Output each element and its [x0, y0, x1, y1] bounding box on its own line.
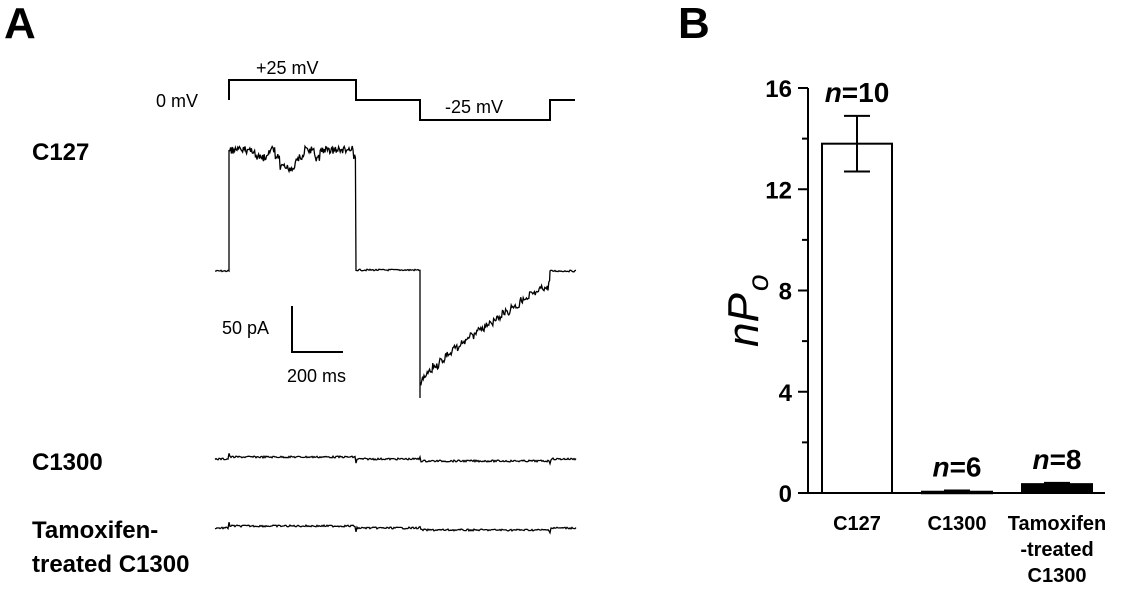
protocol-hold-label: 0 mV — [156, 91, 198, 111]
x-category-labels: C127 C1300 Tamoxifen -treated C1300 — [833, 513, 1106, 587]
x-category-label-3-line2: -treated — [1020, 539, 1093, 561]
scale-bar-lines — [291, 306, 343, 353]
y-axis-label: nP o — [719, 274, 775, 347]
y-tick-label: 16 — [765, 76, 792, 103]
scale-bar-current-label: 50 pA — [222, 318, 269, 338]
trace-label-tamoxifen-line1: Tamoxifen- — [32, 517, 158, 544]
n-label-3: n=8 — [1032, 444, 1081, 475]
panel-b-letter: B — [678, 0, 710, 48]
x-category-label-2-line1: C1300 — [928, 513, 987, 535]
y-tick-label: 8 — [779, 279, 792, 306]
trace-label-c127: C127 — [32, 139, 89, 166]
y-tick-label: 0 — [779, 481, 792, 508]
n-label-1: n=10 — [825, 77, 890, 108]
current-trace-c1300 — [214, 453, 577, 466]
panel-a-letter: A — [4, 0, 36, 48]
bar-3 — [1021, 483, 1093, 494]
y-tick-label: 4 — [779, 380, 793, 407]
x-category-label-3-line3: C1300 — [1028, 565, 1087, 587]
current-trace-c127 — [214, 144, 577, 398]
trace-label-tamoxifen-line2: treated C1300 — [32, 551, 189, 578]
protocol-line — [228, 79, 575, 121]
x-category-label-1-line1: C127 — [833, 513, 881, 535]
current-trace-tamoxifen-c1300 — [214, 522, 577, 535]
n-label-prefix: n — [932, 451, 949, 482]
scale-bar: 50 pA 200 ms — [222, 306, 346, 386]
svg-text:nPo: nP o — [719, 274, 775, 347]
y-axis-label-main: nP — [719, 293, 768, 347]
protocol-step1-label: +25 mV — [256, 58, 319, 78]
n-label-2: n=6 — [932, 451, 981, 482]
n-label-value: =6 — [950, 451, 982, 482]
y-tick-label: 12 — [765, 177, 792, 204]
n-label-prefix: n — [1032, 444, 1049, 475]
bars — [821, 142, 1093, 495]
x-category-label-3-line1: Tamoxifen — [1008, 513, 1107, 535]
y-axis-label-sub: o — [742, 274, 775, 291]
voltage-protocol: 0 mV +25 mV -25 mV — [156, 58, 575, 121]
trace-label-c1300: C1300 — [32, 449, 103, 476]
protocol-step2-label: -25 mV — [445, 97, 503, 117]
error-bars — [844, 114, 1070, 493]
bar-1 — [821, 142, 893, 494]
n-labels: n=10n=6 n=8 — [825, 77, 1082, 483]
y-ticks: 0 4 8 12 16 — [765, 76, 808, 508]
n-label-value: =8 — [1050, 444, 1082, 475]
n-label-value: =10 — [842, 77, 890, 108]
n-label-prefix: n — [825, 77, 842, 108]
scale-bar-time-label: 200 ms — [287, 366, 346, 386]
